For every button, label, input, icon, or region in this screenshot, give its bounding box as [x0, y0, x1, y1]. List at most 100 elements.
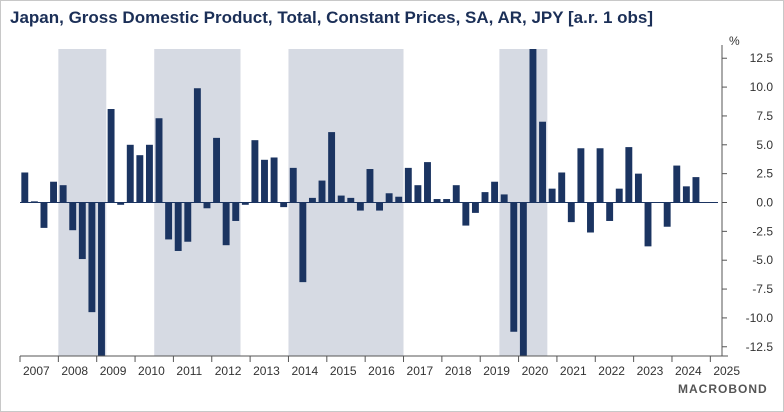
bar-35 — [356, 202, 364, 211]
x-tick-label: 2007 — [23, 364, 50, 378]
bar-48 — [481, 192, 489, 203]
bar-57 — [567, 202, 575, 223]
y-tick-label: 0.0 — [756, 196, 773, 210]
x-tick-label: 2010 — [138, 364, 165, 378]
x-tick-label: 2018 — [445, 364, 472, 378]
bar-67 — [663, 202, 671, 227]
bar-54 — [539, 121, 546, 203]
y-tick-label: 12.5 — [750, 51, 774, 65]
bar-50 — [500, 194, 508, 203]
bar-46 — [462, 202, 470, 226]
x-tick-label: 2020 — [522, 364, 549, 378]
bar-13 — [145, 144, 153, 203]
bar-14 — [155, 118, 163, 203]
x-tick-label: 2012 — [215, 364, 242, 378]
bar-8 — [98, 202, 105, 356]
macrobond-logo: MACROBOND — [678, 382, 768, 396]
y-tick-label: 2.5 — [756, 167, 773, 181]
bar-53 — [529, 49, 537, 203]
bar-series — [21, 49, 709, 356]
y-tick-label: -5.0 — [752, 253, 773, 267]
bar-39 — [395, 196, 403, 203]
x-tick-label: 2022 — [598, 364, 625, 378]
bar-6 — [78, 202, 86, 260]
bar-23 — [241, 202, 249, 205]
bar-10 — [117, 202, 125, 205]
y-tick-label: -12.5 — [746, 340, 774, 354]
bar-65 — [644, 202, 652, 247]
bar-34 — [347, 197, 355, 203]
bar-26 — [270, 157, 278, 203]
bar-70 — [692, 177, 700, 203]
bar-37 — [376, 202, 383, 211]
x-tick-label: 2025 — [713, 364, 740, 378]
x-tick-label: 2023 — [637, 364, 664, 378]
bar-29 — [299, 202, 307, 283]
x-tick-label: 2008 — [61, 364, 88, 378]
x-tick-label: 2009 — [100, 364, 127, 378]
x-tick-label: 2016 — [368, 364, 395, 378]
bar-52 — [519, 202, 527, 356]
bar-21 — [222, 202, 230, 246]
bar-9 — [107, 109, 115, 203]
bar-25 — [261, 159, 268, 203]
bar-30 — [308, 197, 316, 203]
bar-28 — [289, 167, 297, 203]
y-tick-label: 7.5 — [756, 109, 773, 123]
y-tick-label: 10.0 — [750, 80, 774, 94]
y-tick-label: -2.5 — [752, 224, 773, 238]
bar-11 — [126, 144, 134, 203]
bar-19 — [203, 202, 211, 209]
x-tick-label: 2021 — [560, 364, 587, 378]
x-tick-label: 2017 — [407, 364, 434, 378]
bar-47 — [471, 202, 479, 213]
bar-0 — [21, 172, 29, 203]
bar-7 — [88, 202, 96, 313]
bar-4 — [59, 185, 67, 203]
bar-32 — [328, 132, 336, 203]
bar-33 — [337, 195, 345, 203]
x-tick-label: 2013 — [253, 364, 280, 378]
x-tick-label: 2014 — [291, 364, 318, 378]
bar-20 — [213, 137, 221, 203]
bar-60 — [596, 148, 604, 203]
bar-41 — [414, 185, 422, 203]
bar-59 — [587, 202, 594, 233]
bar-68 — [673, 165, 681, 203]
bar-51 — [510, 202, 518, 332]
bar-44 — [443, 199, 451, 203]
bar-69 — [682, 186, 690, 203]
bar-42 — [424, 162, 431, 203]
bar-36 — [366, 169, 374, 203]
y-tick-label: -10.0 — [746, 311, 774, 325]
bar-2 — [40, 202, 48, 228]
bar-5 — [69, 202, 77, 231]
bar-63 — [625, 147, 633, 203]
x-tick-label: 2019 — [483, 364, 510, 378]
bar-3 — [50, 181, 58, 203]
x-axis: 2007 2008 2009 2010 2011 2012 2013 2014 2015 2016… — [19, 355, 740, 378]
chart-title: Japan, Gross Domestic Product, Total, Co… — [10, 8, 654, 27]
bar-1 — [30, 201, 38, 203]
bar-40 — [404, 167, 412, 203]
bar-49 — [491, 181, 499, 203]
x-tick-label: 2024 — [675, 364, 702, 378]
bar-15 — [165, 202, 173, 240]
y-axis: -12.5 -10.0 -7.5 -5.0 -2.5 0.0 2.5 5.0 7.5 10.0 12… — [721, 45, 774, 356]
x-tick-label: 2011 — [176, 364, 202, 378]
bar-18 — [193, 88, 201, 203]
bar-38 — [385, 193, 393, 203]
unit-label: % — [729, 34, 740, 48]
bar-64 — [634, 173, 642, 203]
bar-62 — [615, 188, 623, 203]
bar-55 — [548, 188, 556, 203]
bar-12 — [136, 155, 144, 203]
bar-61 — [606, 202, 614, 221]
bar-24 — [251, 140, 259, 203]
bar-58 — [577, 148, 585, 203]
bar-56 — [558, 172, 566, 203]
bar-22 — [232, 202, 240, 221]
y-tick-label: -7.5 — [752, 282, 773, 296]
y-tick-label: 5.0 — [756, 138, 773, 152]
